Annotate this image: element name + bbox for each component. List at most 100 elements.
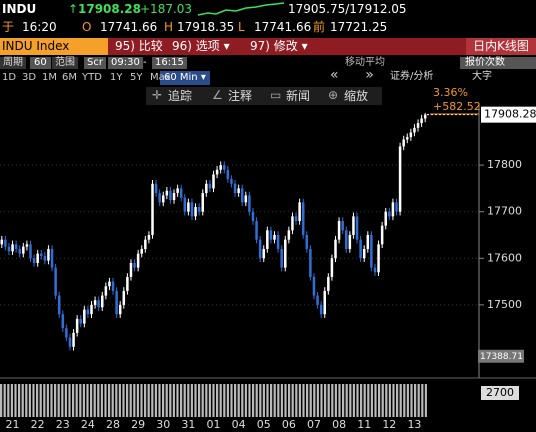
range-button[interactable]: 1M [42,72,57,83]
range-sep: - [143,57,147,68]
interval[interactable]: 60 Min ▾ [160,71,210,85]
tool-button[interactable]: 注释 [228,89,253,103]
security-analysis[interactable]: 证券/分析 [390,71,434,82]
candle-body [165,190,169,196]
tool-button[interactable]: 追踪 [168,89,193,103]
nav-arrows[interactable]: « » [330,67,374,83]
candle-body [359,239,362,259]
candle-body [54,267,57,296]
candle-body [366,235,370,249]
candle-body [240,188,244,203]
x-tick-label: 22 [31,418,45,431]
period[interactable]: 60 [30,57,51,69]
candle-body [348,235,352,249]
candle-body [341,221,344,231]
candle-body [183,197,187,212]
compare-button[interactable]: 95) 比较 [115,39,163,53]
candle-body [237,188,240,194]
candle-body [312,276,316,296]
x-tick-label: 01 [207,418,221,431]
candle-body [144,239,147,249]
candle-body [208,183,212,189]
change-pct: 3.36% [433,86,468,99]
low-marker-box [478,349,524,363]
candle-body [423,114,427,119]
candle-body [215,169,219,175]
candle-body [294,216,298,222]
candle-body [172,193,176,201]
candle-body [226,169,230,180]
range-label: 范围 [52,57,78,69]
end-time[interactable]: 16:15 [152,57,187,69]
x-tick-label: 11 [357,418,371,431]
tool-icon[interactable]: ∠ [212,88,223,102]
options-button[interactable]: 96) 选项 ▾ [172,39,230,53]
range-button[interactable]: 3D [22,72,37,83]
range-button[interactable]: 5Y [130,72,143,83]
candle-body [330,258,334,277]
candle-body [50,248,54,268]
candle-body [104,286,108,296]
candle-body [154,183,158,194]
candle-body [65,328,68,338]
candle-body [122,290,126,305]
tool-icon[interactable]: ⊕ [328,88,339,102]
edit-button[interactable]: 97) 修改 ▾ [250,39,308,53]
candle-body [284,239,287,268]
candle-body [118,304,122,315]
candle-body [233,183,237,194]
candle-body [18,248,21,254]
sparkline [197,2,285,16]
candle-body [420,118,423,124]
candle-body [4,239,7,247]
volume-bars [0,384,427,417]
change-abs: +582.52 [433,100,481,113]
range-button[interactable]: YTD [82,72,102,83]
candle-body [14,244,18,249]
tool-icon[interactable]: ▭ [270,88,282,102]
tool-button[interactable]: 缩放 [344,89,369,103]
volume-label: 2700 [486,386,514,399]
candle-body [244,195,248,203]
candle-body [319,304,323,315]
candle-body [327,276,330,291]
candle-body [223,165,226,170]
tool-icon[interactable]: ✛ [152,88,163,102]
tool-button[interactable]: 新闻 [286,89,311,103]
range-button[interactable]: 1Y [110,72,123,83]
large-font[interactable]: 大字 [472,71,492,82]
open: 17741.66 [100,20,158,34]
candle-body [162,195,165,203]
x-tick-label: 12 [382,418,396,431]
x-tick-label: 04 [232,418,246,431]
open-label: O [82,20,92,34]
candle-body [280,248,283,268]
candle-body [377,244,380,273]
bid-ask: 17905.75/17912.05 [288,2,407,16]
candle-body [93,300,97,305]
candle-body [133,262,136,268]
candle-body [101,295,104,308]
candle-body [402,139,405,147]
range-type[interactable]: Scr [84,57,106,69]
candle-body [406,137,409,140]
candle-body [301,202,305,235]
candle-body [115,290,118,315]
volume-label-box [481,386,519,400]
range-button[interactable]: Max [150,72,171,83]
moving-average[interactable]: 移动平均 [345,57,385,68]
x-tick-label: 08 [332,418,346,431]
y-tick-label: 17700 [487,205,522,218]
range-button[interactable]: 1D [2,72,17,83]
x-tick-label: 31 [181,418,195,431]
candle-body [72,332,75,347]
range-button[interactable]: 6M [62,72,77,83]
start-time[interactable]: 09:30 [108,57,143,69]
candle-body [305,235,309,249]
tick-count[interactable]: 报价次数 [460,57,536,69]
y-tick-label: 17500 [487,298,522,311]
security-input[interactable]: INDU Index [0,38,108,55]
candle-body [362,248,366,259]
y-tick-label: 17600 [487,251,522,264]
